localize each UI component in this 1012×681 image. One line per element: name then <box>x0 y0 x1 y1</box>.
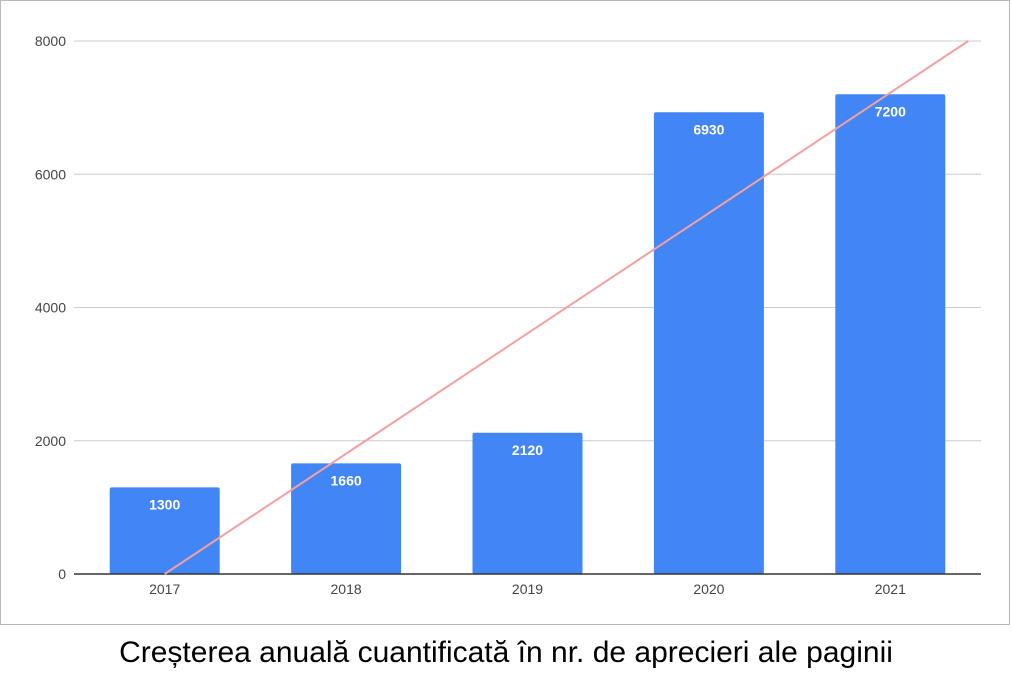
bars <box>109 94 946 575</box>
bar-data-labels: 1300 1660 2120 6930 7200 <box>149 103 906 512</box>
bar <box>472 432 583 574</box>
chart-frame: 0 2000 4000 6000 8000 1300 1660 2120 6930 7200 2… <box>0 0 1010 625</box>
bar-value-label: 6930 <box>693 121 724 137</box>
y-tick-label: 2000 <box>35 433 66 449</box>
y-tick-label: 0 <box>58 566 66 582</box>
bar <box>109 487 220 574</box>
chart-caption: Creșterea anuală cuantificată în nr. de … <box>119 636 893 669</box>
y-tick-label: 6000 <box>35 166 66 182</box>
x-axis-ticks: 2017 2018 2019 2020 2021 <box>149 581 906 597</box>
y-axis-ticks: 0 2000 4000 6000 8000 <box>35 33 66 582</box>
bar <box>291 463 402 574</box>
y-tick-label: 4000 <box>35 300 66 316</box>
trendline <box>164 40 969 575</box>
bar-chart: 0 2000 4000 6000 8000 1300 1660 2120 6930 7200 2… <box>35 33 981 597</box>
bar <box>653 112 764 574</box>
x-tick-label: 2019 <box>512 581 543 597</box>
bar <box>835 94 946 575</box>
x-tick-label: 2020 <box>693 581 724 597</box>
x-tick-label: 2021 <box>875 581 906 597</box>
bar-value-label: 1660 <box>331 472 362 488</box>
x-tick-label: 2018 <box>331 581 362 597</box>
y-tick-label: 8000 <box>35 33 66 49</box>
bar-value-label: 1300 <box>149 496 180 512</box>
bar-value-label: 7200 <box>875 103 906 119</box>
x-tick-label: 2017 <box>149 581 180 597</box>
bar-value-label: 2120 <box>512 442 543 458</box>
